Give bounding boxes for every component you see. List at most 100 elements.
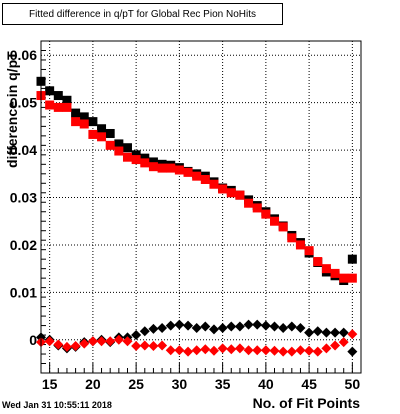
data-point-square [122,152,132,162]
data-point-square [105,140,115,150]
x-tick-label: 30 [172,376,188,392]
data-point-diamond [260,345,271,356]
data-point-square [278,222,288,232]
data-point-square [183,167,193,177]
data-point-square [148,162,158,172]
data-point-diamond [321,343,332,354]
data-point-diamond [312,346,323,357]
data-point-square [71,117,81,127]
x-tick-label: 45 [301,376,317,392]
data-point-diamond [295,322,306,333]
data-point-diamond [217,343,228,354]
data-point-square [347,254,357,264]
data-point-square [261,209,271,219]
data-point-diamond [157,340,168,351]
data-point-diamond [304,327,315,338]
chart-title: Fitted difference in q/pT for Global Rec… [2,3,283,25]
y-tick-label: 0.06 [10,47,37,63]
data-point-square [97,124,107,134]
plot-frame [40,40,362,374]
data-point-diamond [148,340,159,351]
data-point-square [304,246,314,256]
data-point-square [45,86,55,96]
data-point-square [88,129,98,139]
y-tick-label: 0.01 [10,284,37,300]
data-point-diamond [252,319,263,330]
y-tick-label: 0.02 [10,237,37,253]
data-point-diamond [122,336,133,347]
data-point-diamond [217,322,228,333]
data-point-square [287,233,297,243]
data-points [36,76,358,357]
data-point-square [53,91,63,101]
data-point-diamond [269,345,280,356]
y-tick-label: 0.04 [10,142,37,158]
data-point-square [252,203,262,213]
x-tick-label: 15 [42,376,58,392]
data-point-diamond [191,322,202,333]
data-point-square [71,108,81,118]
data-point-square [114,146,124,156]
x-tick-label: 20 [85,376,101,392]
data-point-square [140,158,150,168]
data-point-diamond [131,330,142,341]
data-point-diamond [269,321,280,332]
data-point-square [209,179,219,189]
data-point-diamond [295,345,306,356]
data-point-diamond [347,329,358,340]
data-point-diamond [87,336,98,347]
data-point-diamond [330,327,341,338]
data-point-square [105,128,115,138]
data-point-diamond [183,346,194,357]
data-point-diamond [174,319,185,330]
data-point-square [226,188,236,198]
data-point-diamond [234,343,245,354]
data-point-square [157,163,167,173]
grid [41,41,361,373]
timestamp: Wed Jan 31 10:55:11 2018 [2,400,112,410]
data-point-diamond [338,327,349,338]
data-point-diamond [226,321,237,332]
data-point-diamond [347,346,358,357]
data-point-square [339,273,349,283]
data-point-square [53,102,63,112]
data-point-square [62,102,72,112]
data-point-square [192,171,202,181]
data-point-diamond [79,338,90,349]
data-point-diamond [165,320,176,331]
y-tick-label: 0 [29,332,37,348]
x-tick-label: 40 [258,376,274,392]
data-point-square [313,257,323,267]
data-point-square [97,132,107,142]
data-point-square [270,216,280,226]
data-point-square [166,163,176,173]
data-point-diamond [243,319,254,330]
data-point-diamond [44,336,55,347]
data-point-diamond [113,334,124,345]
x-axis-label: No. of Fit Points [252,395,360,411]
y-tick-label: 0.03 [10,190,37,206]
data-point-diamond [278,346,289,357]
data-point-diamond [338,337,349,348]
data-point-square [200,174,210,184]
y-axis-ticks: 0 0.01 0.02 0.03 0.04 0.05 0.06 [10,40,46,374]
data-point-diamond [157,322,168,333]
data-point-square [235,190,245,200]
data-point-diamond [200,321,211,332]
data-point-square [79,119,89,129]
data-point-square [244,198,254,208]
data-point-diamond [252,345,263,356]
data-point-square [347,273,357,283]
data-point-square [131,150,141,160]
data-point-diamond [200,344,211,355]
data-point-diamond [234,321,245,332]
data-point-diamond [165,345,176,356]
data-point-diamond [312,326,323,337]
data-point-diamond [286,321,297,332]
data-point-square [114,139,124,149]
data-point-diamond [226,344,237,355]
data-point-diamond [148,323,159,334]
x-tick-label: 35 [215,376,231,392]
data-point-square [131,155,141,165]
data-point-diamond [53,339,64,350]
